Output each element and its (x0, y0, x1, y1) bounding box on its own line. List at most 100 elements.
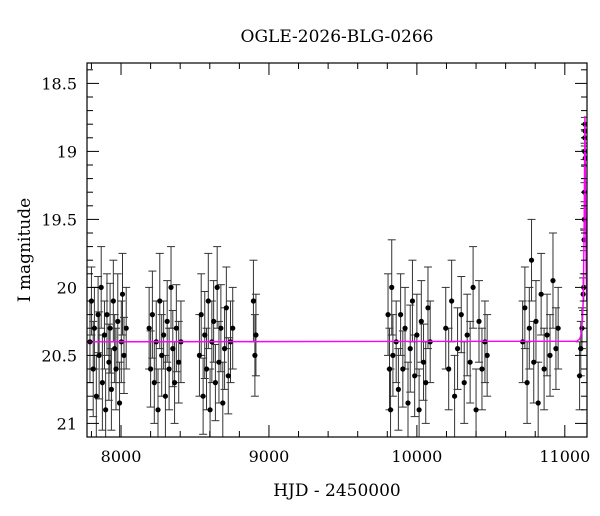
x-tick-label: 11000 (539, 447, 590, 466)
data-point (398, 312, 404, 318)
data-point (159, 352, 165, 358)
data-point (577, 373, 583, 379)
data-point (90, 366, 96, 372)
data-point (531, 359, 537, 365)
x-tick-label: 10000 (391, 447, 442, 466)
data-point (93, 393, 99, 399)
data-point (454, 346, 461, 352)
x-tick-label: 9000 (249, 447, 290, 466)
data-point (252, 352, 258, 358)
y-axis-label: I magnitude (15, 198, 35, 302)
data-point (452, 393, 458, 399)
data-point (400, 366, 406, 372)
data-point (538, 291, 544, 297)
data-point (103, 407, 109, 413)
data-point (216, 359, 222, 365)
data-point (395, 386, 401, 392)
data-point (170, 346, 176, 352)
data-point (541, 366, 547, 372)
data-point (464, 332, 470, 338)
data-point (106, 359, 112, 365)
data-point (218, 325, 224, 331)
data-point (214, 284, 220, 290)
chart-title: OGLE-2026-BLG-0266 (241, 27, 434, 47)
data-point (479, 366, 485, 372)
data-point (108, 386, 115, 392)
data-point (470, 284, 476, 290)
data-point (220, 400, 226, 406)
data-point (547, 352, 553, 358)
data-point (420, 359, 427, 365)
y-tick-label: 18.5 (41, 74, 77, 93)
data-point (528, 257, 535, 263)
model-curve (87, 116, 587, 343)
data-point (207, 407, 213, 413)
y-tick-label: 20.5 (41, 346, 77, 365)
data-point (405, 400, 411, 406)
data-point (387, 407, 394, 413)
data-point (161, 332, 167, 338)
data-point (99, 380, 105, 386)
data-point (212, 380, 219, 386)
data-point (418, 318, 424, 324)
data-point (230, 325, 236, 331)
y-tick-label: 19.5 (41, 210, 77, 229)
data-point (176, 359, 182, 365)
data-point (476, 318, 482, 324)
data-point (533, 318, 539, 324)
data-point (211, 318, 217, 324)
data-point (198, 312, 204, 318)
data-point (385, 312, 391, 318)
data-point (110, 298, 116, 304)
data-point (555, 325, 561, 331)
data-point (104, 312, 110, 318)
data-point (95, 312, 101, 318)
data-point (223, 305, 229, 311)
y-tick-label: 20 (57, 278, 77, 297)
data-point (196, 352, 203, 358)
data-point (414, 332, 420, 338)
data-point (91, 325, 97, 331)
data-point (443, 325, 449, 331)
data-point (119, 291, 126, 297)
data-point (151, 380, 157, 386)
data-point (171, 380, 178, 386)
data-point (168, 284, 174, 290)
data-point (173, 325, 179, 331)
data-point (578, 346, 584, 352)
data-point (467, 359, 473, 365)
data-point (164, 318, 170, 324)
data-point (425, 305, 431, 311)
data-point (205, 298, 211, 304)
data-point (116, 400, 123, 406)
data-point (146, 325, 152, 331)
data-point (202, 332, 208, 338)
data-point (416, 407, 422, 413)
data-point (250, 298, 257, 304)
data-point (409, 298, 416, 304)
data-point (423, 380, 429, 386)
data-point (107, 325, 113, 331)
data-point (253, 332, 259, 338)
data-point (449, 298, 455, 304)
data-point (461, 380, 467, 386)
data-point (155, 407, 161, 413)
data-point (526, 325, 532, 331)
data-point (157, 298, 163, 304)
data-point (446, 366, 452, 372)
data-point (225, 373, 231, 379)
data-point (221, 346, 228, 352)
y-tick-label: 19 (57, 142, 77, 161)
data-point (200, 393, 206, 399)
data-point (458, 312, 464, 318)
data-point (101, 332, 108, 338)
data-point (407, 346, 413, 352)
data-point (98, 284, 104, 290)
data-point (148, 366, 154, 372)
data-point (386, 366, 393, 372)
x-tick-label: 8000 (101, 447, 142, 466)
data-point (484, 352, 490, 358)
data-point (544, 332, 550, 338)
data-point (522, 305, 528, 311)
